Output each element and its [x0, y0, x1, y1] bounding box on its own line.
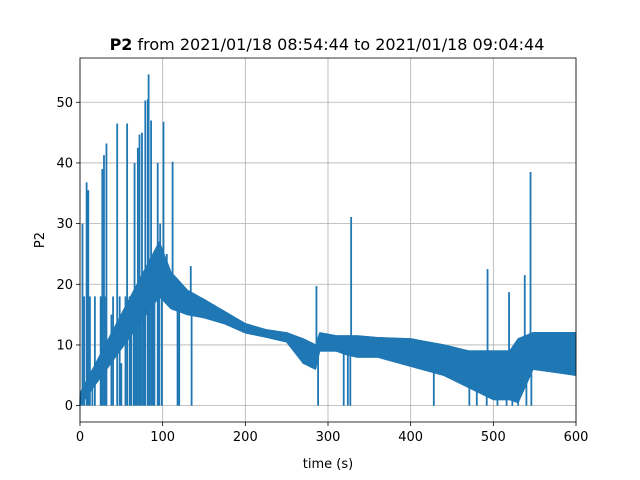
- x-tick-label: 500: [481, 430, 506, 445]
- y-tick-label: 10: [56, 338, 73, 353]
- y-axis-ticks: 0 10 20 30 40 50: [56, 96, 80, 414]
- y-tick-label: 40: [56, 156, 73, 171]
- x-tick-label: 400: [398, 430, 423, 445]
- chart-title-bold: P2: [110, 35, 133, 54]
- y-tick-label: 20: [56, 278, 73, 293]
- x-axis-ticks: 0 100 200 300 400 500 600: [76, 422, 589, 445]
- chart-title: P2 from 2021/01/18 08:54:44 to 2021/01/1…: [110, 35, 545, 54]
- y-tick-label: 50: [56, 96, 73, 111]
- x-tick-label: 600: [564, 430, 589, 445]
- y-axis-label: P2: [33, 232, 48, 248]
- x-tick-label: 0: [76, 430, 84, 445]
- chart-title-rest: from 2021/01/18 08:54:44 to 2021/01/18 0…: [132, 35, 544, 54]
- x-tick-label: 300: [316, 430, 341, 445]
- series-p2: [79, 74, 577, 406]
- x-tick-label: 100: [150, 430, 175, 445]
- y-tick-label: 0: [65, 399, 73, 414]
- y-tick-label: 30: [56, 217, 73, 232]
- x-tick-label: 200: [233, 430, 258, 445]
- x-axis-label: time (s): [303, 457, 353, 472]
